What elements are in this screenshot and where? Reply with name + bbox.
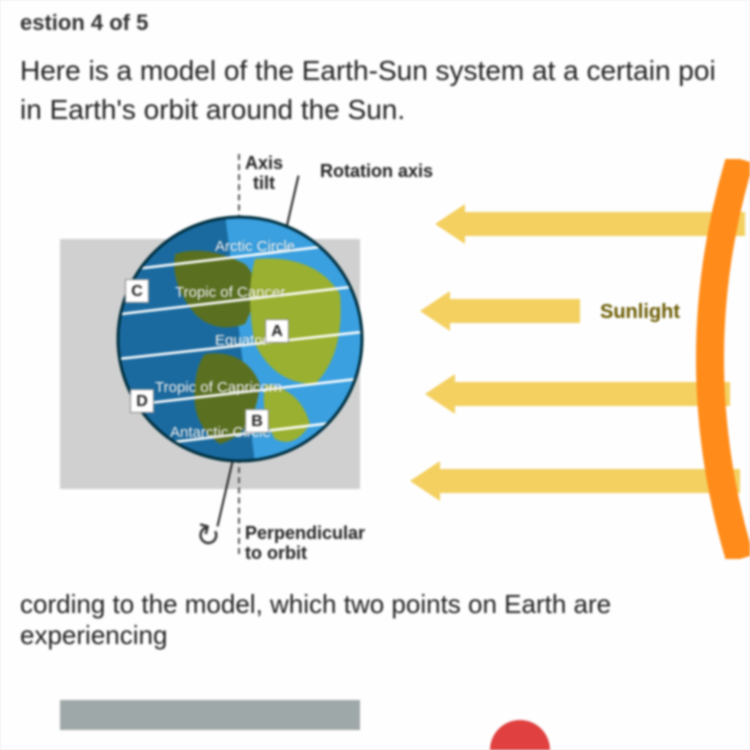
- rotation-axis-label: Rotation axis: [320, 161, 433, 182]
- tropic-capricorn-label: Tropic of Capricorn: [155, 379, 282, 396]
- arrow-body: [450, 299, 580, 323]
- rotation-direction-icon: ↻: [191, 517, 224, 557]
- arctic-circle-label: Arctic Circle: [215, 238, 295, 255]
- red-button-partial[interactable]: [490, 720, 550, 750]
- marker-a[interactable]: A: [265, 319, 289, 343]
- equator-label: Equator: [215, 332, 268, 349]
- content-area: estion 4 of 5 Here is a model of the Ear…: [0, 0, 750, 661]
- followup-text: cording to the model, which two points o…: [20, 589, 611, 650]
- earth-globe-icon: Arctic Circle Tropic of Cancer Equator T…: [115, 214, 365, 464]
- prompt-line1: Here is a model of the Earth-Sun system …: [20, 55, 716, 86]
- sun-icon: [670, 159, 750, 559]
- marker-c[interactable]: C: [125, 279, 149, 303]
- sunlight-label: Sunlight: [600, 301, 680, 324]
- arrow-head-icon: [435, 204, 465, 244]
- axis-tilt-label: Axistilt: [245, 154, 283, 194]
- sunlight-arrow-2: [420, 291, 580, 331]
- arrow-head-icon: [420, 291, 450, 331]
- followup-question: cording to the model, which two points o…: [20, 589, 730, 651]
- tropic-cancer-label: Tropic of Cancer: [175, 284, 285, 301]
- bottom-bar: [60, 700, 360, 730]
- earth-sun-diagram: Sunlight: [20, 149, 720, 569]
- marker-b[interactable]: B: [245, 409, 269, 433]
- marker-d[interactable]: D: [130, 389, 154, 413]
- question-number: estion 4 of 5: [20, 10, 730, 36]
- perpendicular-label: Perpendicularto orbit: [245, 524, 365, 564]
- quiz-screen: estion 4 of 5 Here is a model of the Ear…: [0, 0, 750, 750]
- arrow-head-icon: [425, 374, 455, 414]
- question-prompt: Here is a model of the Earth-Sun system …: [20, 51, 730, 129]
- arrow-head-icon: [410, 461, 440, 501]
- prompt-line2: in Earth's orbit around the Sun.: [20, 94, 405, 125]
